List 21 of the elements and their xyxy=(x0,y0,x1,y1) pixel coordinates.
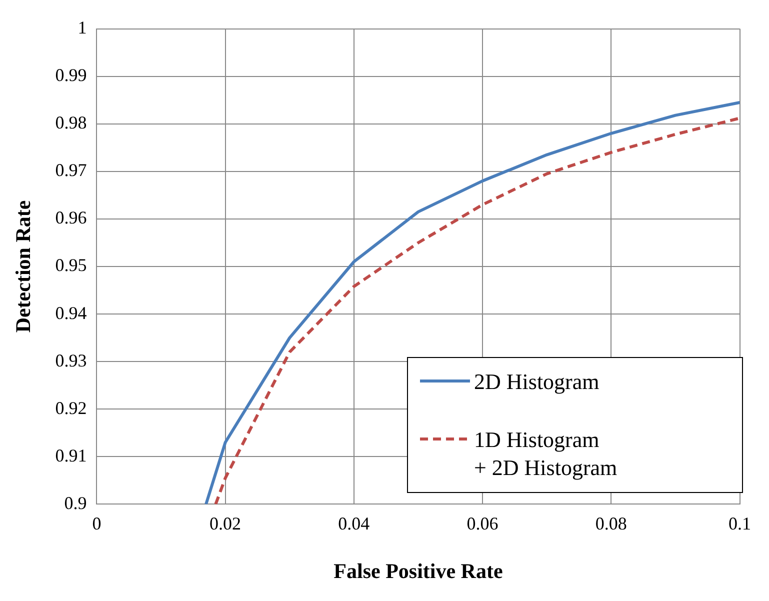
x-tick-label: 0.02 xyxy=(210,514,242,534)
y-tick-label: 0.94 xyxy=(55,302,87,323)
x-tick-label: 0.08 xyxy=(595,514,627,534)
x-tick-label: 0.1 xyxy=(728,514,751,534)
x-axis-title: False Positive Rate xyxy=(334,558,503,583)
y-tick-label: 1 xyxy=(78,18,87,38)
y-tick-label: 0.98 xyxy=(55,112,87,133)
y-tick-label: 0.92 xyxy=(55,398,87,418)
y-tick-label: 0.93 xyxy=(55,350,87,370)
y-tick-label: 0.95 xyxy=(55,255,87,276)
y-tick-label: 0.9 xyxy=(64,492,87,513)
legend-label: 2D Histogram xyxy=(474,368,600,396)
y-tick-label: 0.91 xyxy=(55,445,87,466)
legend-label: 1D Histogram + 2D Histogram xyxy=(474,426,618,482)
x-tick-label: 0 xyxy=(92,514,102,534)
y-axis-title: Detection Rate xyxy=(11,200,36,333)
y-tick-label: 0.99 xyxy=(55,65,87,86)
x-tick-label: 0.04 xyxy=(338,514,370,534)
x-tick-label: 0.06 xyxy=(466,514,498,534)
y-tick-label: 0.97 xyxy=(55,160,87,180)
y-tick-label: 0.96 xyxy=(55,208,87,228)
